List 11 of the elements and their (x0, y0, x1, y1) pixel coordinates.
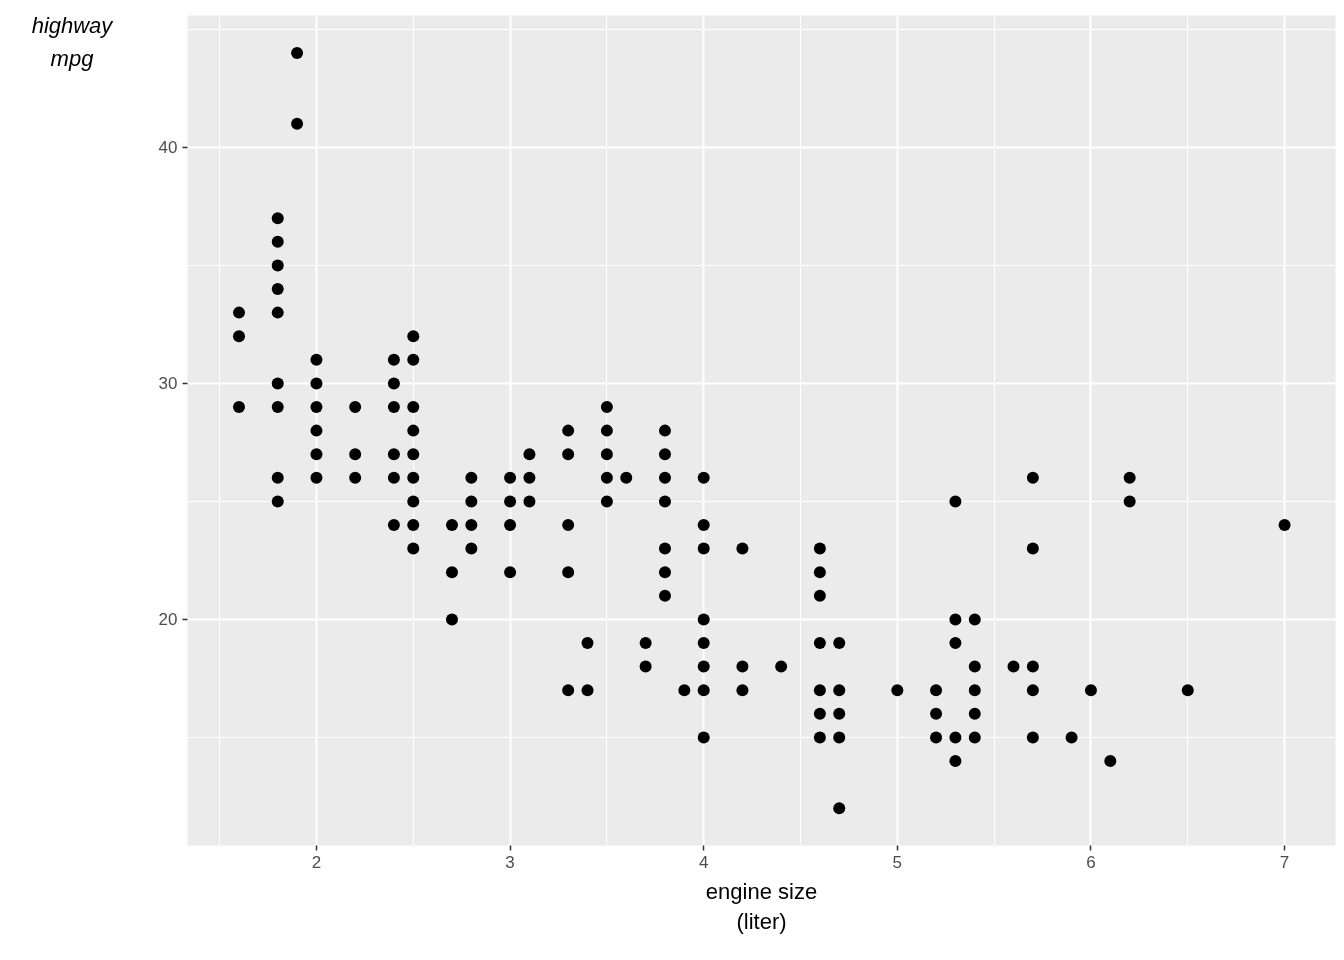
x-tick-label: 6 (1086, 852, 1096, 872)
x-tick-label: 4 (698, 852, 709, 872)
y-tick-label: 20 (158, 610, 178, 630)
y-tick-label: 40 (158, 138, 178, 158)
y-tick-label: 30 (158, 374, 178, 394)
x-axis-title: engine size (liter) (705, 878, 818, 934)
y-axis-title: highway mpg (31, 12, 113, 73)
x-tick-label: 7 (1279, 852, 1290, 872)
x-tick-label: 5 (892, 852, 903, 872)
x-tick-label: 2 (311, 852, 322, 872)
x-tick-label: 3 (505, 852, 515, 872)
